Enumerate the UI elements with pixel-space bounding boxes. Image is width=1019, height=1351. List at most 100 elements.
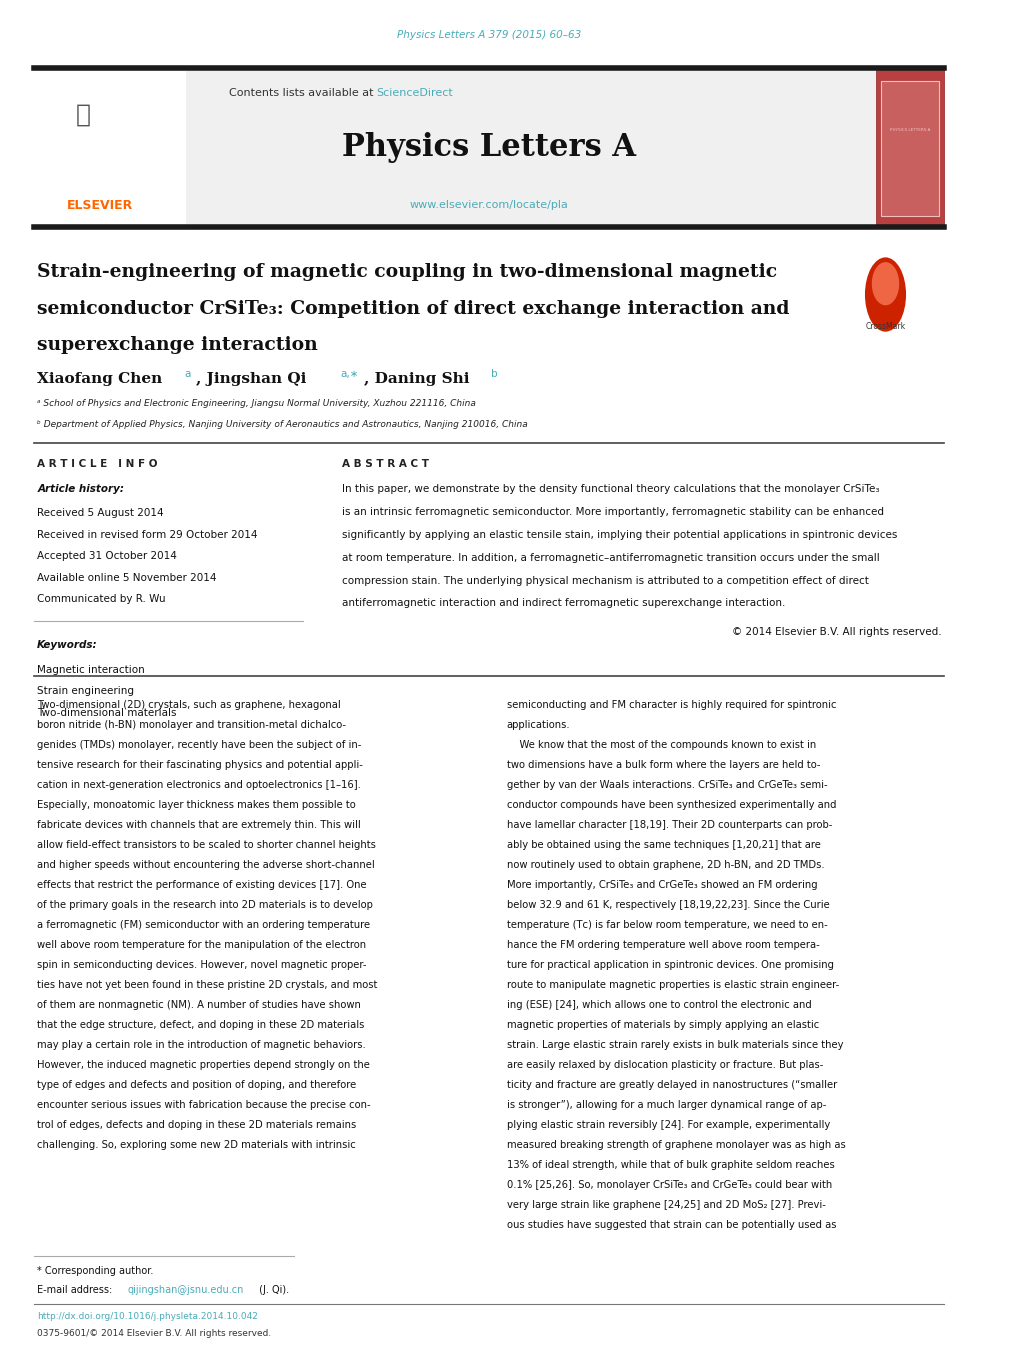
Text: magnetic properties of materials by simply applying an elastic: magnetic properties of materials by simp…	[506, 1020, 818, 1029]
Text: a,∗: a,∗	[340, 369, 359, 378]
Text: Contents lists available at: Contents lists available at	[228, 88, 376, 97]
Text: In this paper, we demonstrate by the density functional theory calculations that: In this paper, we demonstrate by the den…	[342, 484, 879, 493]
Text: ScienceDirect: ScienceDirect	[376, 88, 453, 97]
Text: very large strain like graphene [24,25] and 2D MoS₂ [27]. Previ-: very large strain like graphene [24,25] …	[506, 1200, 825, 1209]
Text: qijingshan@jsnu.edu.cn: qijingshan@jsnu.edu.cn	[127, 1285, 244, 1294]
Bar	[35, 68, 875, 227]
Text: genides (TMDs) monolayer, recently have been the subject of in-: genides (TMDs) monolayer, recently have …	[37, 740, 361, 750]
Text: boron nitride (h-BN) monolayer and transition-metal dichalco-: boron nitride (h-BN) monolayer and trans…	[37, 720, 345, 730]
Text: b: b	[491, 369, 497, 378]
Text: * Corresponding author.: * Corresponding author.	[37, 1266, 154, 1275]
Text: E-mail address:: E-mail address:	[37, 1285, 115, 1294]
Text: ᵇ Department of Applied Physics, Nanjing University of Aeronautics and Astronaut: ᵇ Department of Applied Physics, Nanjing…	[37, 420, 528, 430]
Text: ᵃ School of Physics and Electronic Engineering, Jiangsu Normal University, Xuzho: ᵃ School of Physics and Electronic Engin…	[37, 399, 476, 408]
Text: superexchange interaction: superexchange interaction	[37, 336, 318, 354]
Ellipse shape	[864, 257, 905, 332]
Text: ture for practical application in spintronic devices. One promising: ture for practical application in spintr…	[506, 959, 833, 970]
Text: applications.: applications.	[506, 720, 570, 730]
Text: Received 5 August 2014: Received 5 August 2014	[37, 508, 164, 517]
Text: Accepted 31 October 2014: Accepted 31 October 2014	[37, 551, 177, 561]
Text: 0375-9601/© 2014 Elsevier B.V. All rights reserved.: 0375-9601/© 2014 Elsevier B.V. All right…	[37, 1329, 271, 1339]
Text: allow field-effect transistors to be scaled to shorter channel heights: allow field-effect transistors to be sca…	[37, 840, 376, 850]
Text: ing (ESE) [24], which allows one to control the electronic and: ing (ESE) [24], which allows one to cont…	[506, 1000, 811, 1009]
Text: A B S T R A C T: A B S T R A C T	[342, 459, 429, 469]
Text: Keywords:: Keywords:	[37, 640, 98, 650]
Text: is an intrinsic ferromagnetic semiconductor. More importantly, ferromagnetic sta: is an intrinsic ferromagnetic semiconduc…	[342, 507, 883, 516]
Text: Physics Letters A 379 (2015) 60–63: Physics Letters A 379 (2015) 60–63	[396, 30, 581, 39]
Text: Available online 5 November 2014: Available online 5 November 2014	[37, 573, 216, 582]
Text: hance the FM ordering temperature well above room tempera-: hance the FM ordering temperature well a…	[506, 940, 819, 950]
Text: a ferromagnetic (FM) semiconductor with an ordering temperature: a ferromagnetic (FM) semiconductor with …	[37, 920, 370, 929]
Text: www.elsevier.com/locate/pla: www.elsevier.com/locate/pla	[410, 200, 569, 209]
Bar	[875, 68, 944, 227]
Text: ties have not yet been found in these pristine 2D crystals, and most: ties have not yet been found in these pr…	[37, 979, 377, 990]
Text: measured breaking strength of graphene monolayer was as high as: measured breaking strength of graphene m…	[506, 1140, 845, 1150]
Text: trol of edges, defects and doping in these 2D materials remains: trol of edges, defects and doping in the…	[37, 1120, 356, 1129]
Text: that the edge structure, defect, and doping in these 2D materials: that the edge structure, defect, and dop…	[37, 1020, 364, 1029]
Text: http://dx.doi.org/10.1016/j.physleta.2014.10.042: http://dx.doi.org/10.1016/j.physleta.201…	[37, 1312, 258, 1321]
Text: route to manipulate magnetic properties is elastic strain engineer-: route to manipulate magnetic properties …	[506, 979, 839, 990]
Text: conductor compounds have been synthesized experimentally and: conductor compounds have been synthesize…	[506, 800, 836, 809]
Text: Magnetic interaction: Magnetic interaction	[37, 665, 145, 674]
Text: © 2014 Elsevier B.V. All rights reserved.: © 2014 Elsevier B.V. All rights reserved…	[731, 627, 941, 636]
Bar	[35, 68, 185, 227]
Text: temperature (Tᴄ) is far below room temperature, we need to en-: temperature (Tᴄ) is far below room tempe…	[506, 920, 826, 929]
Text: spin in semiconducting devices. However, novel magnetic proper-: spin in semiconducting devices. However,…	[37, 959, 366, 970]
Text: ably be obtained using the same techniques [1,20,21] that are: ably be obtained using the same techniqu…	[506, 840, 820, 850]
Ellipse shape	[871, 262, 899, 305]
Text: However, the induced magnetic properties depend strongly on the: However, the induced magnetic properties…	[37, 1059, 370, 1070]
Text: and higher speeds without encountering the adverse short-channel: and higher speeds without encountering t…	[37, 859, 375, 870]
Text: fabricate devices with channels that are extremely thin. This will: fabricate devices with channels that are…	[37, 820, 361, 830]
Text: 🌿: 🌿	[75, 103, 91, 127]
Text: two dimensions have a bulk form where the layers are held to-: two dimensions have a bulk form where th…	[506, 759, 819, 770]
Text: Communicated by R. Wu: Communicated by R. Wu	[37, 594, 166, 604]
Text: semiconducting and FM character is highly required for spintronic: semiconducting and FM character is highl…	[506, 700, 836, 709]
Text: , Jingshan Qi: , Jingshan Qi	[196, 372, 306, 385]
Text: Strain engineering: Strain engineering	[37, 686, 135, 696]
Text: strain. Large elastic strain rarely exists in bulk materials since they: strain. Large elastic strain rarely exis…	[506, 1040, 843, 1050]
Text: Physics Letters A: Physics Letters A	[342, 132, 636, 163]
Text: effects that restrict the performance of existing devices [17]. One: effects that restrict the performance of…	[37, 880, 367, 890]
Text: Especially, monoatomic layer thickness makes them possible to: Especially, monoatomic layer thickness m…	[37, 800, 356, 809]
Text: type of edges and defects and position of doping, and therefore: type of edges and defects and position o…	[37, 1079, 356, 1090]
Text: Two-dimensional (2D) crystals, such as graphene, hexagonal: Two-dimensional (2D) crystals, such as g…	[37, 700, 340, 709]
Text: significantly by applying an elastic tensile stain, implying their potential app: significantly by applying an elastic ten…	[342, 530, 897, 539]
Text: CrossMark: CrossMark	[864, 322, 905, 331]
Text: Strain-engineering of magnetic coupling in two-dimensional magnetic: Strain-engineering of magnetic coupling …	[37, 263, 776, 281]
Bar	[879, 81, 938, 216]
Text: plying elastic strain reversibly [24]. For example, experimentally: plying elastic strain reversibly [24]. F…	[506, 1120, 829, 1129]
Text: a: a	[183, 369, 191, 378]
Text: Received in revised form 29 October 2014: Received in revised form 29 October 2014	[37, 530, 258, 539]
Text: challenging. So, exploring some new 2D materials with intrinsic: challenging. So, exploring some new 2D m…	[37, 1140, 356, 1150]
Text: (J. Qi).: (J. Qi).	[256, 1285, 289, 1294]
Text: of them are nonmagnetic (NM). A number of studies have shown: of them are nonmagnetic (NM). A number o…	[37, 1000, 361, 1009]
Text: of the primary goals in the research into 2D materials is to develop: of the primary goals in the research int…	[37, 900, 373, 909]
Text: have lamellar character [18,19]. Their 2D counterparts can prob-: have lamellar character [18,19]. Their 2…	[506, 820, 832, 830]
Text: tensive research for their fascinating physics and potential appli-: tensive research for their fascinating p…	[37, 759, 363, 770]
Text: may play a certain role in the introduction of magnetic behaviors.: may play a certain role in the introduct…	[37, 1040, 366, 1050]
Text: at room temperature. In addition, a ferromagnetic–antiferromagnetic transition o: at room temperature. In addition, a ferr…	[342, 553, 879, 562]
Text: Article history:: Article history:	[37, 484, 124, 493]
Text: Two-dimensional materials: Two-dimensional materials	[37, 708, 176, 717]
Text: More importantly, CrSiTe₃ and CrGeTe₃ showed an FM ordering: More importantly, CrSiTe₃ and CrGeTe₃ sh…	[506, 880, 816, 890]
Text: antiferromagnetic interaction and indirect ferromagnetic superexchange interacti: antiferromagnetic interaction and indire…	[342, 598, 785, 608]
Text: , Daning Shi: , Daning Shi	[364, 372, 469, 385]
Text: cation in next-generation electronics and optoelectronics [1–16].: cation in next-generation electronics an…	[37, 780, 361, 790]
Text: encounter serious issues with fabrication because the precise con-: encounter serious issues with fabricatio…	[37, 1100, 371, 1109]
Text: ticity and fracture are greatly delayed in nanostructures (“smaller: ticity and fracture are greatly delayed …	[506, 1079, 837, 1090]
Text: gether by van der Waals interactions. CrSiTe₃ and CrGeTe₃ semi-: gether by van der Waals interactions. Cr…	[506, 780, 826, 790]
Text: We know that the most of the compounds known to exist in: We know that the most of the compounds k…	[506, 740, 815, 750]
Text: ELSEVIER: ELSEVIER	[66, 199, 132, 212]
Text: 13% of ideal strength, while that of bulk graphite seldom reaches: 13% of ideal strength, while that of bul…	[506, 1159, 834, 1170]
Text: PHYSICS LETTERS A: PHYSICS LETTERS A	[889, 128, 929, 132]
Text: well above room temperature for the manipulation of the electron: well above room temperature for the mani…	[37, 940, 366, 950]
Text: are easily relaxed by dislocation plasticity or fracture. But plas-: are easily relaxed by dislocation plasti…	[506, 1059, 822, 1070]
Text: semiconductor CrSiTe₃: Competition of direct exchange interaction and: semiconductor CrSiTe₃: Competition of di…	[37, 300, 789, 317]
Text: 0.1% [25,26]. So, monolayer CrSiTe₃ and CrGeTe₃ could bear with: 0.1% [25,26]. So, monolayer CrSiTe₃ and …	[506, 1179, 832, 1190]
Text: A R T I C L E   I N F O: A R T I C L E I N F O	[37, 459, 158, 469]
Text: below 32.9 and 61 K, respectively [18,19,22,23]. Since the Curie: below 32.9 and 61 K, respectively [18,19…	[506, 900, 828, 909]
Text: is stronger”), allowing for a much larger dynamical range of ap-: is stronger”), allowing for a much large…	[506, 1100, 825, 1109]
Text: compression stain. The underlying physical mechanism is attributed to a competit: compression stain. The underlying physic…	[342, 576, 868, 585]
Text: now routinely used to obtain graphene, 2D h-BN, and 2D TMDs.: now routinely used to obtain graphene, 2…	[506, 859, 823, 870]
Text: ous studies have suggested that strain can be potentially used as: ous studies have suggested that strain c…	[506, 1220, 836, 1229]
